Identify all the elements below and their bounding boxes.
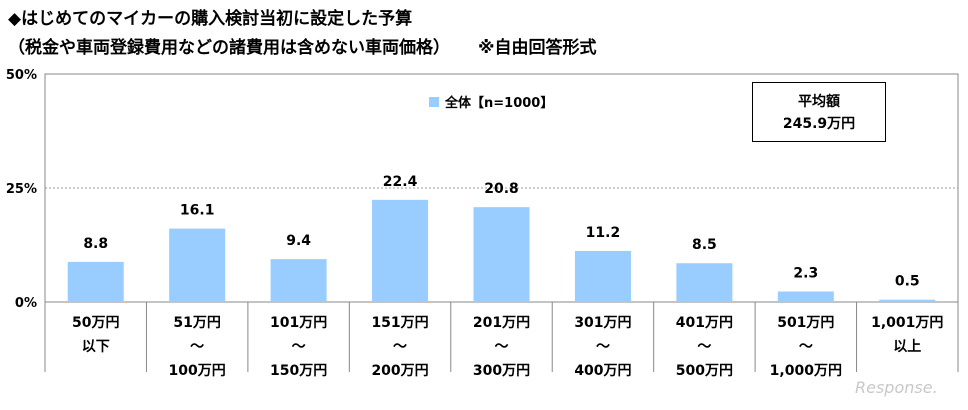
x-tick-label: 501万円 — [777, 315, 834, 331]
x-tick-label: 301万円 — [574, 315, 631, 331]
data-label: 8.8 — [83, 236, 108, 252]
average-label: 平均額 — [798, 94, 840, 110]
legend-label: 全体【n=1000】 — [444, 95, 553, 111]
x-tick-label: 以下 — [82, 339, 110, 355]
y-tick-label: 0% — [15, 296, 37, 311]
bar — [270, 259, 327, 302]
bar — [372, 199, 429, 302]
x-tick-label: 401万円 — [676, 315, 733, 331]
data-label: 2.3 — [793, 266, 818, 282]
x-tick-label: ～ — [697, 339, 711, 355]
x-tick-label: 200万円 — [371, 363, 428, 379]
x-tick-label: ～ — [495, 339, 509, 355]
bar — [777, 291, 834, 302]
x-tick-label: ～ — [596, 339, 610, 355]
x-tick-label: 500万円 — [676, 363, 733, 379]
chart-title: ◆はじめてのマイカーの購入検討当初に設定した予算 — [8, 9, 413, 29]
bar — [473, 207, 530, 302]
bar — [879, 299, 936, 302]
x-tick-label: 101万円 — [270, 315, 327, 331]
average-box: 平均額 245.9万円 — [752, 82, 886, 142]
bar — [169, 228, 226, 302]
x-tick-label: 1,001万円 — [871, 315, 943, 331]
data-label: 11.2 — [586, 225, 621, 241]
x-tick-label: 100万円 — [169, 363, 226, 379]
chart-subtitle: （税金や車両登録費用などの諸費用は含めない車両価格） ※自由回答形式 — [8, 33, 597, 58]
note-text: ※自由回答形式 — [478, 38, 597, 58]
x-tick-label: ～ — [799, 339, 813, 355]
data-label: 8.5 — [692, 237, 717, 253]
x-tick-label: 201万円 — [473, 315, 530, 331]
legend-swatch — [429, 97, 439, 107]
data-label: 0.5 — [895, 274, 920, 290]
x-tick-label: ～ — [190, 339, 204, 355]
x-tick-label: 300万円 — [473, 363, 530, 379]
x-tick-label: 50万円 — [72, 315, 119, 331]
y-tick-label: 50% — [6, 68, 37, 83]
x-tick-label: ～ — [393, 339, 407, 355]
watermark-logo: Response. — [855, 378, 938, 397]
x-tick-label: 51万円 — [173, 315, 220, 331]
average-value: 245.9万円 — [782, 116, 856, 132]
bar — [67, 261, 124, 302]
x-tick-label: 150万円 — [270, 363, 327, 379]
x-tick-label: 151万円 — [371, 315, 428, 331]
subtitle-text: （税金や車両登録費用などの諸費用は含めない車両価格） — [8, 38, 450, 58]
x-tick-label: ～ — [292, 339, 306, 355]
x-tick-label: 1,000万円 — [770, 363, 842, 379]
x-tick-label: 400万円 — [574, 363, 631, 379]
x-tick-label: 以上 — [893, 339, 921, 355]
data-label: 16.1 — [180, 203, 215, 219]
data-label: 22.4 — [383, 174, 418, 190]
bar — [676, 263, 733, 302]
bar — [574, 250, 631, 302]
data-label: 20.8 — [484, 181, 519, 197]
y-tick-label: 25% — [6, 182, 37, 197]
data-label: 9.4 — [286, 233, 311, 249]
